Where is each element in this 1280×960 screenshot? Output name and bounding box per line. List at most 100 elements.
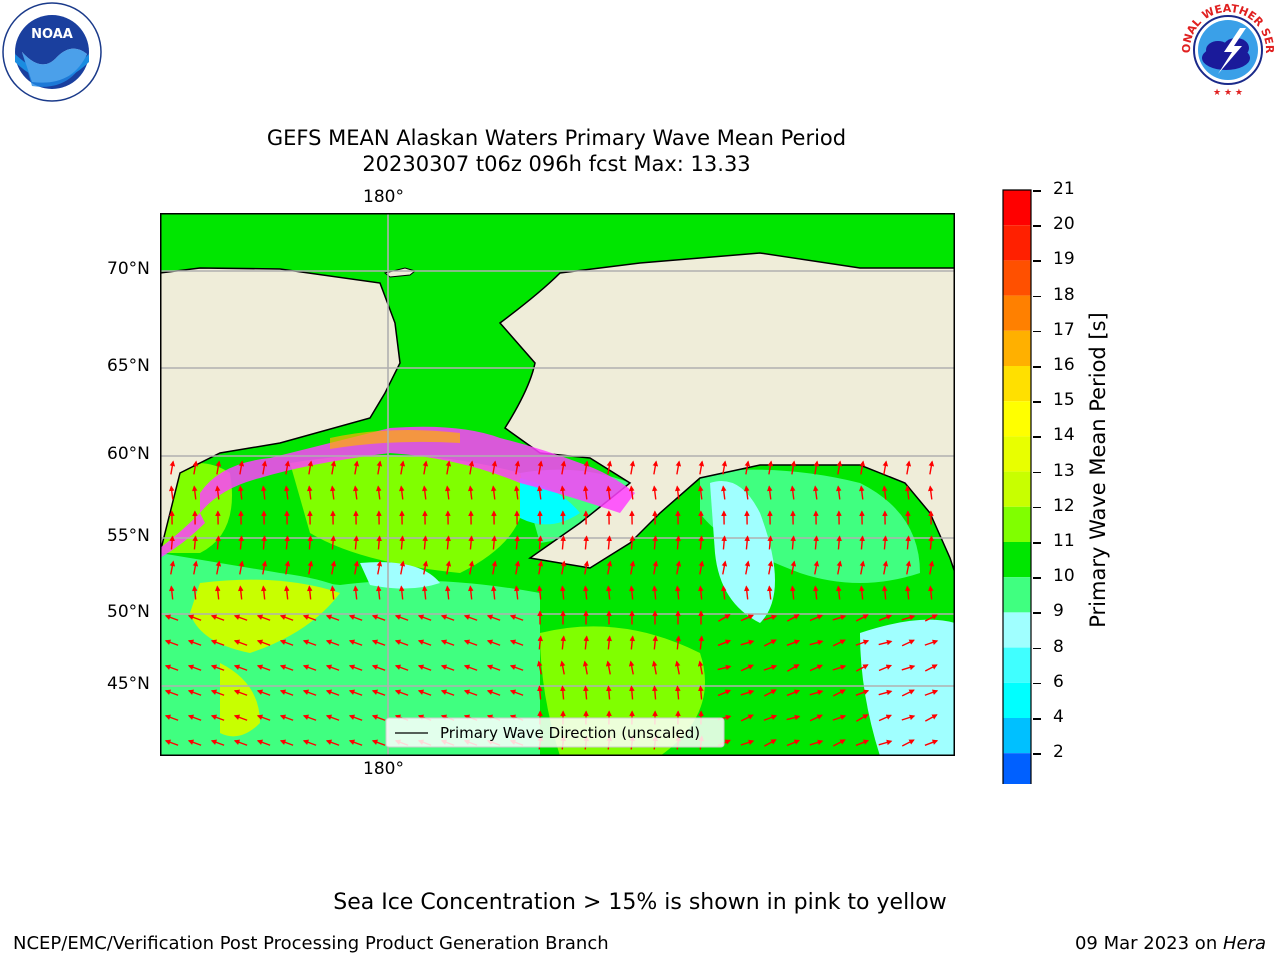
colorbar-tick-label: 16 [1053, 355, 1075, 375]
colorbar-tick-mark [1033, 647, 1041, 650]
wave-arrow [325, 664, 340, 671]
colorbar-segment [1003, 753, 1031, 789]
wave-arrow [651, 485, 658, 500]
wave-arrow [169, 460, 176, 475]
wave-arrow [812, 485, 819, 500]
wave-arrow [330, 560, 337, 575]
wave-arrow [330, 460, 337, 475]
wave-arrow [233, 739, 248, 746]
lat-label: 50°N [107, 602, 150, 622]
wave-arrow [786, 614, 800, 622]
wave-arrow [210, 689, 225, 696]
wave-arrow [763, 664, 778, 671]
wave-arrow [905, 585, 911, 600]
wave-arrow [537, 535, 543, 550]
wave-arrow [721, 585, 727, 600]
wave-arrow [256, 614, 271, 621]
wave-arrow [192, 460, 199, 475]
wave-arrow [928, 560, 935, 575]
wave-arrow [675, 585, 681, 600]
wave-arrow [440, 614, 455, 621]
wave-arrow [445, 460, 452, 475]
wave-arrow [371, 614, 386, 621]
wave-arrow [256, 739, 271, 746]
colorbar-svg [1002, 189, 1032, 818]
wave-arrow [790, 460, 797, 475]
colorbar-tick-mark [1033, 190, 1041, 192]
wave-arrow [514, 560, 521, 575]
wave-arrow [440, 639, 455, 646]
colorbar-tick-label: 11 [1053, 531, 1075, 551]
wave-arrow [809, 614, 824, 622]
wave-arrow [467, 485, 474, 500]
colorbar-segment [1003, 401, 1031, 437]
wave-arrow [928, 460, 935, 475]
wave-arrow [675, 535, 681, 550]
wave-arrow [790, 585, 796, 600]
wave-arrow [394, 689, 409, 696]
wave-arrow [652, 460, 659, 475]
wave-arrow [744, 460, 751, 475]
wave-arrow [537, 585, 543, 600]
wave-arrow [698, 685, 704, 700]
wave-arrow [329, 485, 336, 500]
lat-label: 55°N [107, 526, 150, 546]
wave-arrow [901, 614, 916, 621]
colorbar-tick-label: 9 [1053, 601, 1064, 622]
wave-arrow [651, 660, 658, 675]
wave-arrow [210, 714, 225, 721]
wave-arrow [881, 485, 888, 500]
wave-arrow [371, 664, 386, 671]
wave-arrow [809, 689, 824, 696]
wave-arrow [905, 560, 912, 575]
wave-arrow [924, 639, 939, 646]
wave-arrow [859, 460, 866, 475]
wave-arrow [855, 639, 870, 646]
wave-arrow [763, 714, 778, 721]
wave-arrow [836, 535, 842, 550]
wave-arrow [210, 664, 225, 671]
wave-arrow [307, 535, 313, 550]
wave-arrow [605, 485, 612, 500]
wave-arrow [491, 585, 497, 600]
wave-arrow [606, 460, 613, 475]
wave-arrow [698, 585, 704, 600]
wave-arrow [302, 614, 317, 621]
wave-arrow [675, 460, 682, 475]
wave-arrow [187, 739, 202, 746]
wave-arrow [652, 585, 658, 600]
wave-arrow [878, 664, 893, 672]
wave-arrow [559, 485, 566, 500]
wave-arrow [486, 664, 501, 671]
wave-arrow [513, 485, 520, 500]
wave-arrow [399, 460, 406, 475]
lat-label: 70°N [107, 259, 150, 279]
lat-label: 45°N [107, 674, 150, 694]
wave-arrow [629, 560, 636, 575]
wave-arrow [463, 639, 478, 646]
lon-label-bottom: 180° [363, 759, 404, 779]
wave-arrow [763, 639, 777, 647]
wave-arrow [191, 485, 198, 500]
wave-arrow [928, 535, 934, 550]
wave-arrow [924, 689, 939, 696]
footer-date: 09 Mar 2023 on Hera [1075, 933, 1266, 954]
wave-arrow [215, 460, 222, 475]
wave-arrow [509, 664, 524, 671]
wave-arrow [836, 560, 843, 575]
wave-arrow [307, 560, 314, 575]
colorbar-segment [1003, 577, 1031, 613]
wave-arrow [399, 535, 405, 550]
colorbar-tick-mark [1033, 436, 1041, 438]
wave-arrow [560, 460, 567, 475]
wave-arrow [536, 485, 543, 500]
wave-arrow [790, 535, 796, 550]
wave-arrow [583, 460, 590, 475]
wave-arrow [786, 639, 801, 646]
wave-arrow [583, 635, 589, 650]
wave-arrow [256, 639, 271, 646]
colorbar [1002, 189, 1036, 818]
wave-arrow [445, 560, 452, 575]
wave-arrow [164, 714, 179, 721]
wave-arrow [537, 460, 544, 475]
